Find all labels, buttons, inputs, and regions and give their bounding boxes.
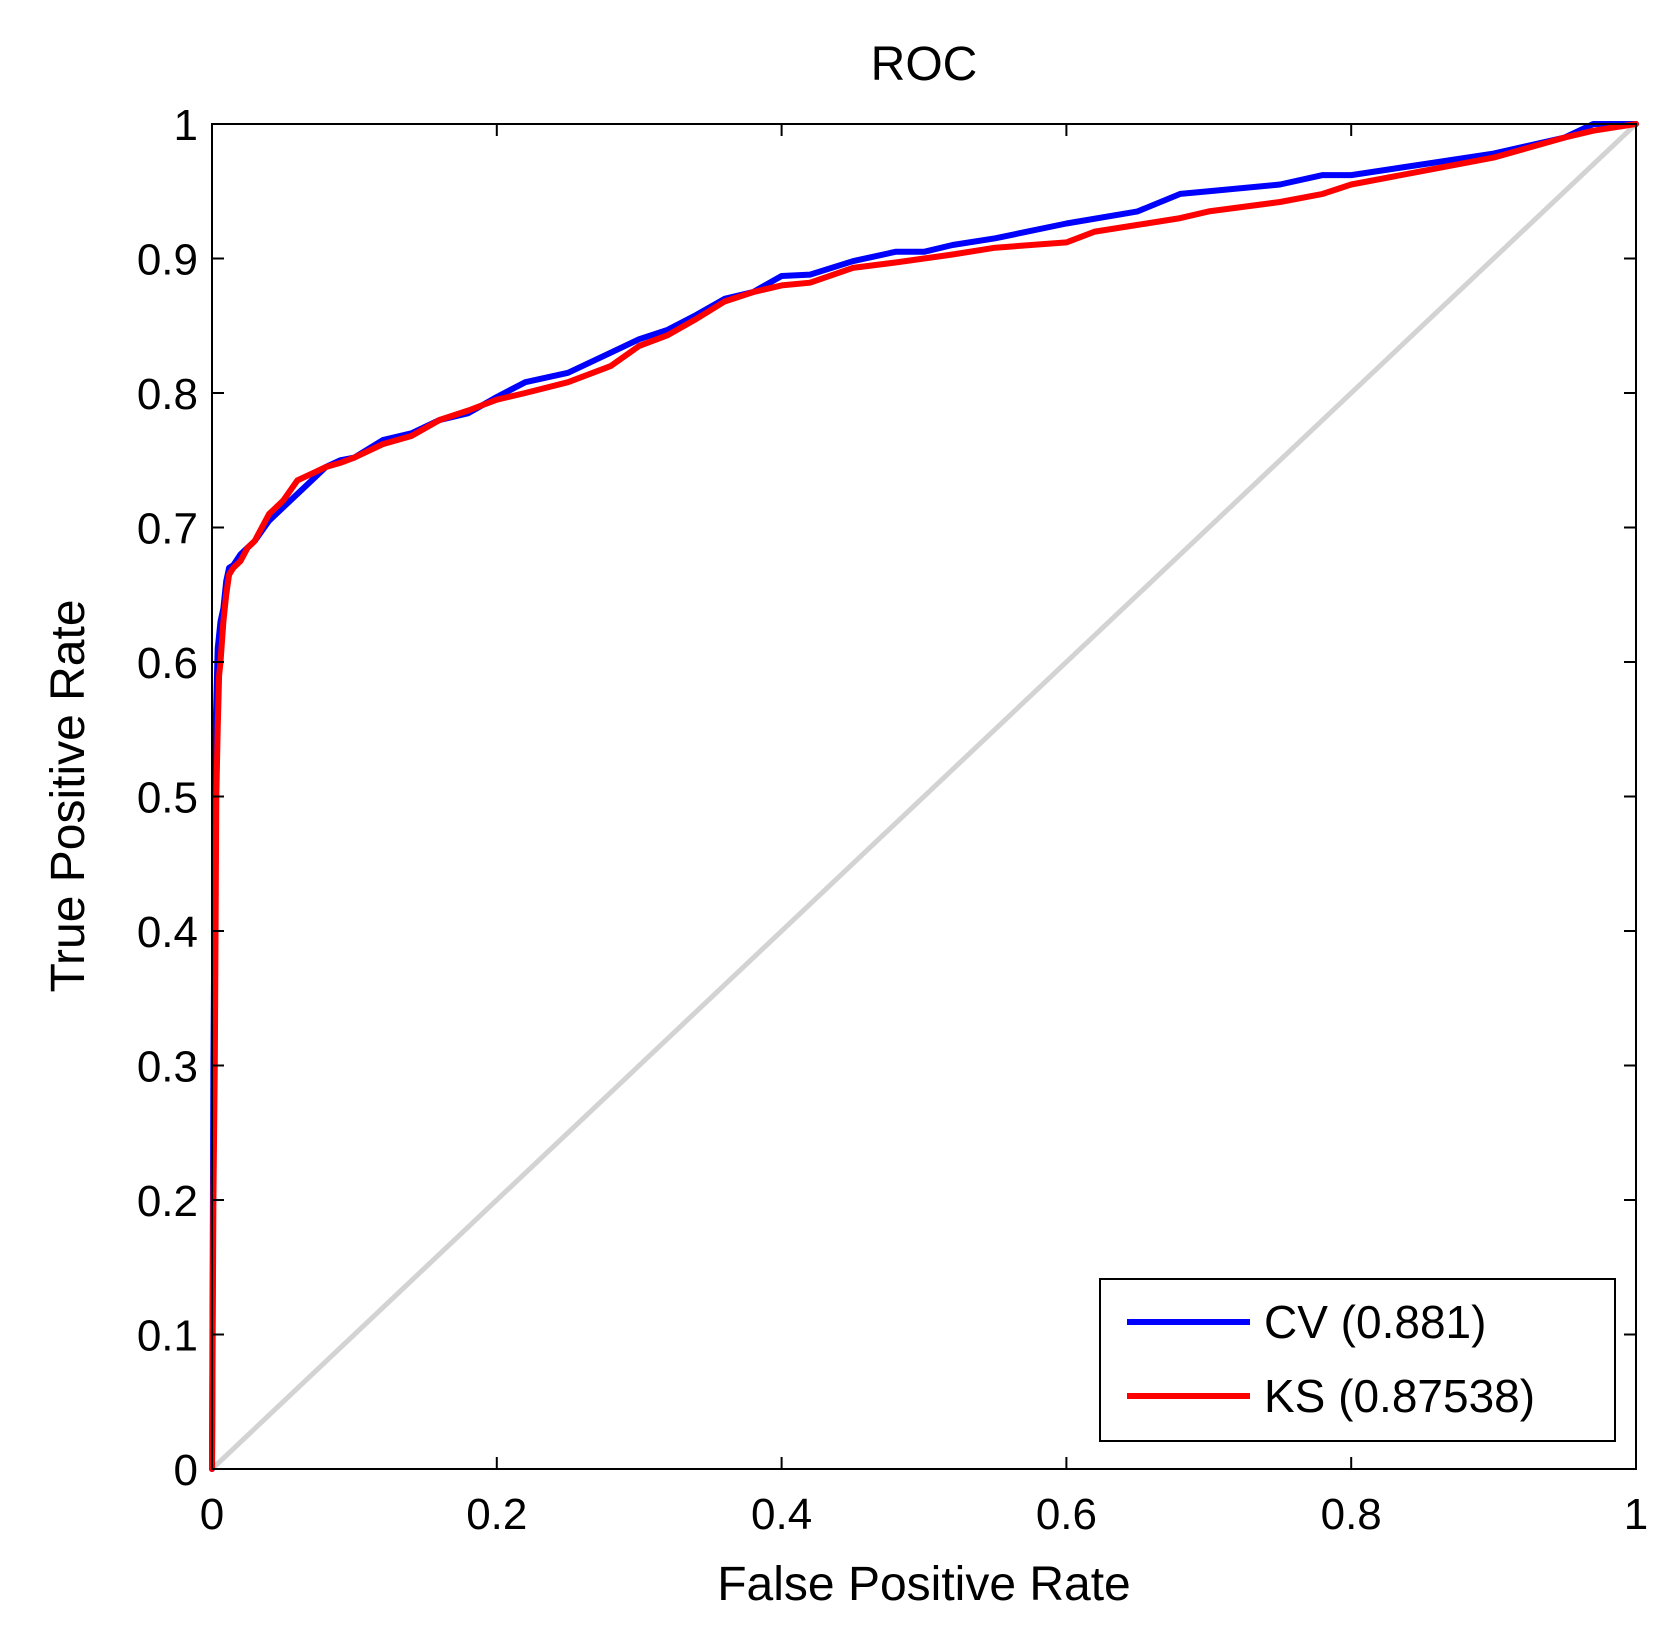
x-tick-label: 1: [1624, 1490, 1648, 1539]
y-axis-label: True Positive Rate: [42, 599, 95, 992]
legend-label-cv: CV (0.881): [1264, 1296, 1486, 1348]
x-tick-label: 0: [200, 1490, 224, 1539]
series-line-ks: [209, 121, 1639, 1472]
y-tick-label: 0.8: [137, 370, 198, 419]
legend-box: [1099, 1278, 1616, 1442]
series-layer: [209, 121, 1639, 1472]
y-tick-label: 0.1: [137, 1312, 198, 1361]
x-axis-label: False Positive Rate: [717, 1558, 1131, 1611]
y-tick-label: 0.2: [137, 1177, 198, 1226]
y-tick-label: 0: [174, 1446, 198, 1495]
ticks-layer: 0 0.2 0.4 0.6 0.8 1 0 0.1 0.2 0.3 0.4 0.5 0.6 0.7 0.8 0…: [137, 101, 1648, 1539]
x-tick-label: 0.4: [751, 1490, 812, 1539]
legend-label-ks: KS (0.87538): [1264, 1370, 1535, 1422]
reference-layer: [210, 122, 1638, 1471]
y-tick-label: 0.4: [137, 908, 198, 957]
x-tick-label: 0.6: [1036, 1490, 1097, 1539]
chart-title: ROC: [871, 38, 978, 91]
x-tick-label: 0.2: [466, 1490, 527, 1539]
legend: CV (0.881) KS (0.87538): [1099, 1278, 1616, 1442]
y-tick-label: 0.9: [137, 236, 198, 285]
y-tick-label: 1: [174, 101, 198, 150]
y-tick-label: 0.6: [137, 639, 198, 688]
x-tick-label: 0.8: [1321, 1490, 1382, 1539]
y-tick-label: 0.5: [137, 774, 198, 823]
reference-diagonal-line: [210, 122, 1638, 1471]
y-tick-label: 0.3: [137, 1043, 198, 1092]
y-tick-label: 0.7: [137, 505, 198, 554]
